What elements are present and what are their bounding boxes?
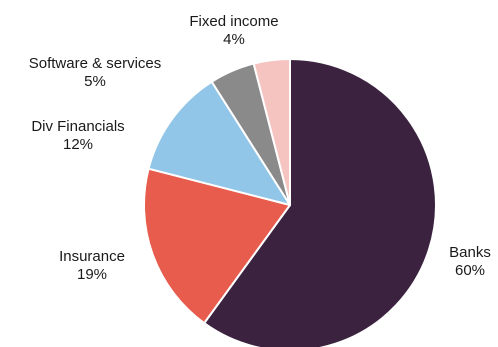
label-fixed-income-value: 4%	[223, 31, 245, 48]
label-fixed-income-name: Fixed income	[189, 13, 279, 30]
label-software-services-value: 5%	[84, 73, 106, 90]
label-div-financials-name: Div Financials	[31, 118, 125, 135]
label-software-services: Software & services 5%	[29, 55, 162, 91]
label-insurance-value: 19%	[76, 266, 108, 283]
label-software-services-name: Software & services	[28, 55, 162, 72]
label-insurance: Insurance 19%	[59, 248, 125, 284]
pie-slice-fixed-income	[252, 58, 291, 206]
label-div-financials-value: 12%	[62, 136, 94, 153]
label-div-financials: Div Financials 12%	[31, 118, 124, 154]
pie-slice-div-financials	[147, 80, 291, 206]
pie-slice-banks	[203, 58, 437, 347]
label-banks: Banks 60%	[449, 244, 491, 280]
label-fixed-income: Fixed income 4%	[189, 13, 278, 49]
label-insurance-name: Insurance	[59, 248, 125, 265]
label-banks-name: Banks	[449, 244, 491, 261]
pie-slice-insurance	[143, 167, 291, 325]
label-banks-value: 60%	[454, 262, 486, 279]
